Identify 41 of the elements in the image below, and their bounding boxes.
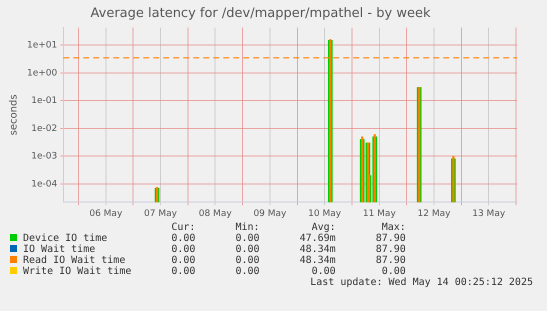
text: 87.90 <box>374 255 406 266</box>
x-tick-label: 08 May <box>198 208 232 219</box>
text: 87.90 <box>374 233 406 244</box>
text: Max: <box>380 222 406 233</box>
legend-label: IO Wait time <box>22 244 96 255</box>
x-tick-label: 09 May <box>253 208 288 219</box>
y-tick-label: 1e+00 <box>26 68 58 78</box>
chart-title: Average latency for /dev/mapper/mpathel - by week <box>90 6 431 22</box>
text: Min: <box>234 222 260 233</box>
text: Avg: <box>310 222 336 233</box>
text: 87.90 <box>374 244 406 255</box>
text: Last update: Wed May 14 00:25:12 2025 <box>309 277 533 288</box>
y-axis-title: seconds <box>8 94 20 136</box>
text: Cur: <box>170 222 196 233</box>
x-tick-label: 11 May <box>362 208 396 219</box>
y-tick-label: 1e-01 <box>31 96 58 106</box>
x-tick-label: 13 May <box>472 208 506 219</box>
text: 0.00 <box>234 233 260 244</box>
text: 0.00 <box>380 266 406 277</box>
text: 0.00 <box>170 233 196 244</box>
text: 0.00 <box>170 255 196 266</box>
x-tick-label: 10 May <box>308 208 342 219</box>
text: 48.34m <box>298 255 336 266</box>
x-tick-label: 12 May <box>418 208 452 219</box>
text: 47.69m <box>298 233 336 244</box>
text: 0.00 <box>234 266 260 277</box>
text: 0.00 <box>310 266 336 277</box>
text: 0.00 <box>234 244 260 255</box>
y-tick-label: 1e+01 <box>26 40 58 51</box>
y-tick-label: 1e-04 <box>31 179 58 190</box>
x-tick-label: 06 May <box>89 208 123 219</box>
legend-label: Device IO time <box>22 233 108 244</box>
text: 48.34m <box>298 244 336 255</box>
text: 0.00 <box>170 244 196 255</box>
legend-label: Read IO Wait time <box>22 255 126 266</box>
x-tick-label: 07 May <box>144 208 178 219</box>
text: 0.00 <box>170 266 196 277</box>
text: 0.00 <box>234 255 260 266</box>
y-tick-label: 1e-03 <box>31 152 58 162</box>
legend-label: Write IO Wait time <box>22 266 132 277</box>
y-tick-label: 1e-02 <box>31 124 58 134</box>
